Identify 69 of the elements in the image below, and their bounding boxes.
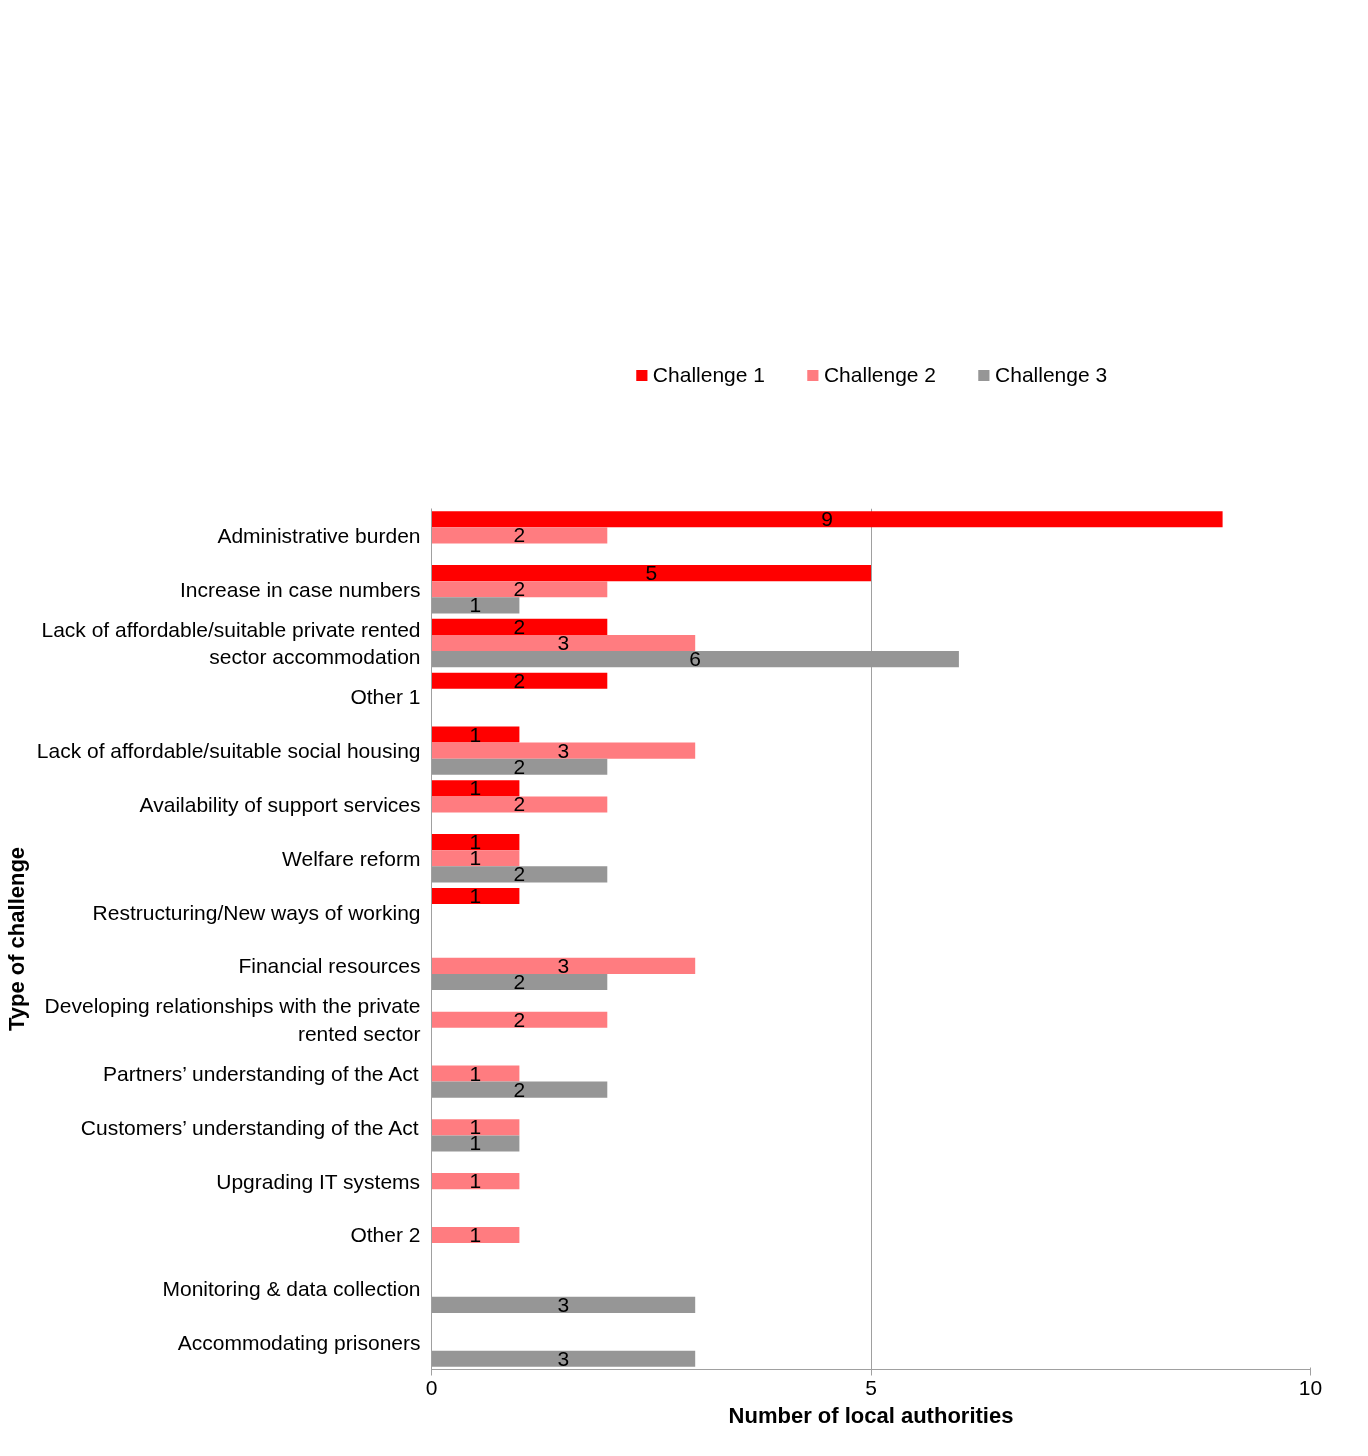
data-label: 2 [513,754,526,778]
bar [431,618,608,635]
bar [431,581,608,598]
x-tick-label: 10 [1298,1375,1323,1399]
y-tick-label: Developing relationships with the private rented sector [44,994,421,1046]
bar [431,527,608,544]
bar [431,634,696,652]
x-tick-label: 0 [425,1375,438,1399]
data-label: 3 [557,631,570,655]
y-axis-title: Type of challenge [3,846,29,1032]
bar [431,565,871,582]
bar [431,1119,520,1136]
y-tick-label: Availability of support services [139,792,421,816]
data-label: 2 [513,668,526,692]
y-tick-label: Other 1 [350,685,421,709]
bar [431,726,520,743]
data-label: 1 [469,883,482,907]
bar [431,672,608,689]
data-label: 2 [513,1077,526,1101]
data-label: 1 [469,593,482,617]
y-tick-label: Accommodating prisoners [177,1331,421,1355]
y-tick-label: Administrative burden [217,523,421,547]
bar [431,887,520,905]
legend-label: Challenge 3 [995,363,1108,387]
bar [431,1011,608,1028]
bar [431,796,608,813]
bar [431,957,696,974]
data-label: 9 [821,507,833,531]
bar [431,1065,520,1082]
y-tick-label: Financial resources [238,954,421,978]
x-axis-title: Number of local authorities [728,1402,1014,1428]
y-tick-label: Partners’ understanding of the Act [102,1062,419,1086]
data-label: 3 [557,1346,570,1370]
y-tick-label: Welfare reform [282,846,421,870]
data-label: 1 [469,722,482,746]
data-label: 2 [513,970,526,994]
data-label: 2 [513,862,526,886]
bar [431,1173,520,1190]
data-label: 1 [469,1222,482,1246]
bar [431,511,1223,528]
data-label: 6 [689,647,702,671]
data-label: 2 [513,614,526,638]
x-tick-label: 5 [865,1375,877,1399]
data-label: 3 [557,953,570,977]
bar [431,1226,520,1244]
legend-label: Challenge 2 [823,363,937,387]
data-label: 1 [469,776,482,800]
y-tick-label: Customers’ understanding of the Act [80,1115,419,1139]
y-tick-label: Restructuring/New ways of working [92,900,421,924]
y-tick-label: Upgrading IT systems [216,1169,421,1193]
y-tick-label: Lack of affordable/suitable social housing [36,739,421,763]
data-label: 2 [513,792,526,816]
bar [431,850,520,867]
data-label: 2 [513,577,526,601]
data-label: 1 [469,1061,482,1085]
data-label: 3 [557,1292,570,1316]
y-tick-label: Increase in case numbers [180,577,421,601]
data-label: 1 [469,1169,482,1193]
legend-label: Challenge 1 [652,363,765,387]
data-label: 3 [557,738,570,762]
data-label: 2 [513,1007,526,1031]
bar [431,834,520,851]
y-tick-label: Other 2 [350,1223,421,1247]
y-tick-label: Monitoring & data collection [162,1277,421,1301]
bar [431,780,520,797]
y-tick-label: Lack of affordable/suitable private rented sector accommodation [41,617,421,669]
data-label: 5 [645,561,658,585]
bar [431,742,696,759]
data-label: 2 [513,523,526,547]
